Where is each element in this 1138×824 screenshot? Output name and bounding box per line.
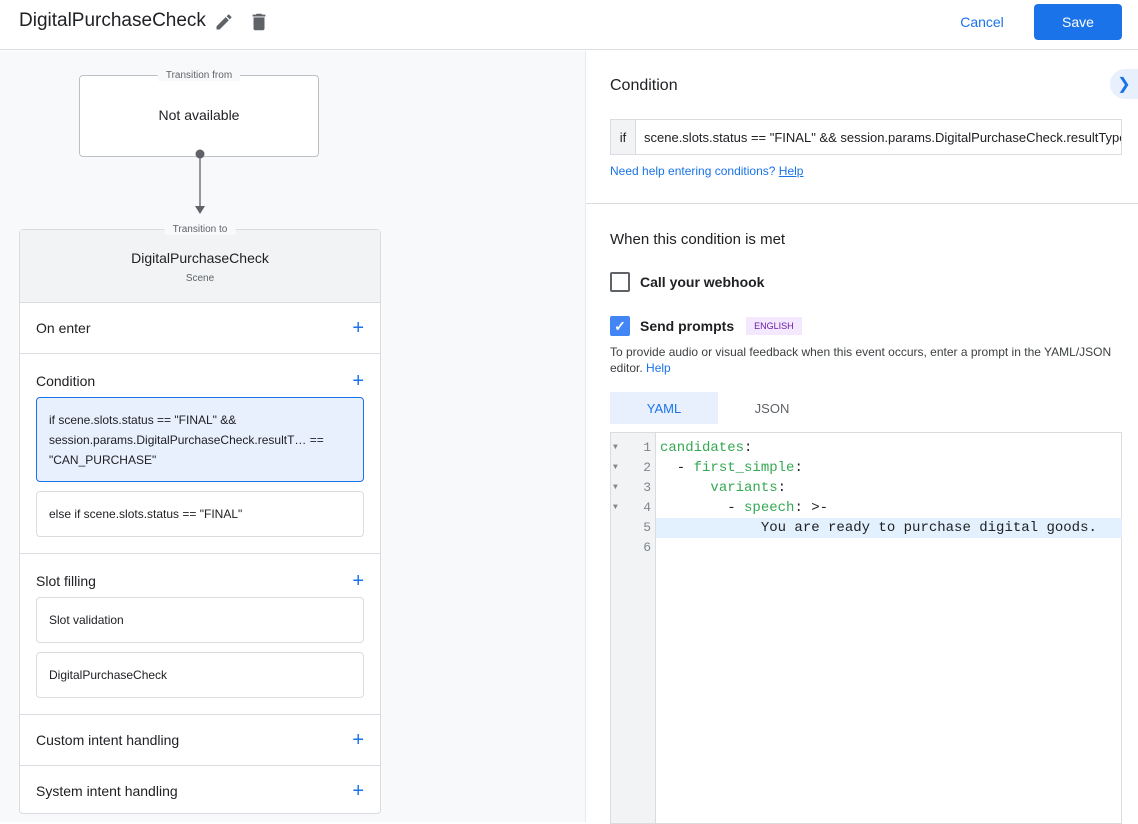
scene-card: Transition to DigitalPurchaseCheck Scene… [19, 224, 381, 816]
scene-header[interactable]: Transition to DigitalPurchaseCheck Scene [20, 224, 380, 303]
transition-from-legend: Transition from [157, 70, 241, 81]
slot-item[interactable]: DigitalPurchaseCheck [36, 652, 364, 698]
line-number: 4 ▼ [611, 498, 655, 518]
code-line[interactable]: - speech: >- [656, 498, 1122, 518]
yaml-text: - [660, 500, 745, 516]
line-number: 6 [643, 540, 651, 555]
fold-arrow-icon[interactable]: ▼ [613, 463, 618, 472]
section-slot-filling: Slot filling + Slot validation DigitalPur… [20, 554, 380, 715]
trash-icon[interactable] [248, 11, 270, 33]
webhook-row: Call your webhook [610, 272, 764, 292]
section-system-intent: System intent handling + [20, 766, 380, 816]
section-condition: Condition + if scene.slots.status == "FIN… [20, 354, 380, 554]
chevron-right-icon[interactable]: ❯ [1110, 69, 1138, 99]
yaml-text: : >- [794, 500, 829, 516]
tab-json[interactable]: JSON [754, 400, 790, 416]
section-label: Custom intent handling [36, 732, 180, 748]
scene-name: DigitalPurchaseCheck [131, 250, 269, 266]
help-link[interactable]: Help [778, 164, 804, 178]
code-line[interactable]: variants: [656, 478, 1122, 498]
condition-item-selected[interactable]: if scene.slots.status == "FINAL" && sess… [36, 397, 364, 482]
section-label: Slot filling [36, 572, 96, 589]
transition-from-value: Not available [158, 107, 240, 123]
yaml-text: : [744, 440, 753, 456]
condition-input[interactable] [636, 120, 1121, 154]
condition-help: Need help entering conditions? Help [610, 164, 803, 178]
webhook-checkbox[interactable] [610, 272, 630, 292]
prompt-description: To provide audio or visual feedback when… [610, 344, 1120, 376]
section-custom-intent: Custom intent handling + [20, 715, 380, 766]
yaml-key: speech [744, 500, 795, 516]
yaml-text: You are ready to purchase digital goods. [660, 520, 1097, 536]
prompts-label: Send prompts [640, 318, 735, 334]
transition-to-legend: Transition to [164, 224, 236, 235]
pencil-icon[interactable] [214, 12, 234, 32]
section-on-enter: On enter + [20, 303, 380, 354]
help-text: Need help entering conditions? [610, 164, 776, 178]
condition-input-group: if [610, 119, 1122, 155]
transition-arrow [195, 149, 205, 214]
language-badge: ENGLISH [746, 317, 802, 335]
yaml-editor[interactable]: 1 ▼ 2 ▼ 3 ▼ 4 ▼ 5 6 candidates: - first_simple: v… [610, 432, 1122, 824]
help-link[interactable]: Help [646, 361, 671, 375]
yaml-text: : [777, 480, 787, 496]
add-icon[interactable]: + [352, 317, 364, 339]
add-icon[interactable]: + [352, 780, 364, 802]
line-number: 2 ▼ [611, 458, 655, 478]
code-line[interactable]: - first_simple: [656, 458, 1122, 478]
if-label: if [611, 120, 636, 154]
add-icon[interactable]: + [352, 569, 364, 592]
condition-item[interactable]: else if scene.slots.status == "FINAL" [36, 491, 364, 537]
scene-type: Scene [185, 273, 215, 284]
yaml-text: - [660, 460, 694, 476]
fold-arrow-icon[interactable]: ▼ [613, 443, 618, 452]
section-label: System intent handling [36, 783, 178, 799]
yaml-text: : [794, 460, 803, 476]
fold-arrow-icon[interactable]: ▼ [613, 503, 618, 512]
yaml-key: variants [710, 480, 778, 496]
top-bar: DigitalPurchaseCheck Cancel Save [0, 0, 1138, 50]
page-title: DigitalPurchaseCheck [19, 10, 206, 31]
slot-item[interactable]: Slot validation [36, 597, 364, 643]
save-button[interactable]: Save [1034, 4, 1122, 40]
description-text: To provide audio or visual feedback when… [610, 345, 1112, 375]
code-line[interactable] [656, 538, 1122, 558]
code-line[interactable]: You are ready to purchase digital goods. [656, 518, 1122, 538]
add-icon[interactable]: + [352, 369, 364, 392]
yaml-key: first_simple [693, 460, 795, 476]
line-gutter: 1 ▼ 2 ▼ 3 ▼ 4 ▼ 5 6 [611, 433, 656, 823]
tab-yaml[interactable]: YAML [610, 392, 718, 424]
code-line[interactable]: candidates: [656, 438, 1122, 458]
transition-from-card: Transition from Not available [79, 70, 319, 157]
panel-title: Condition [610, 77, 678, 94]
line-number: 5 [643, 520, 651, 535]
line-number: 3 ▼ [611, 478, 655, 498]
prompts-checkbox[interactable]: ✓ [610, 316, 630, 336]
yaml-text [660, 480, 710, 496]
section-title: When this condition is met [610, 231, 786, 248]
divider [586, 203, 1138, 204]
yaml-key: candidates [660, 440, 745, 456]
line-number: 1 ▼ [611, 438, 655, 458]
webhook-label: Call your webhook [640, 274, 765, 290]
section-label: Condition [36, 372, 96, 389]
section-label: On enter [36, 320, 91, 336]
fold-arrow-icon[interactable]: ▼ [613, 483, 618, 492]
prompts-row: ✓ Send prompts ENGLISH [610, 316, 802, 336]
cancel-button[interactable]: Cancel [960, 14, 1004, 30]
add-icon[interactable]: + [352, 729, 364, 751]
